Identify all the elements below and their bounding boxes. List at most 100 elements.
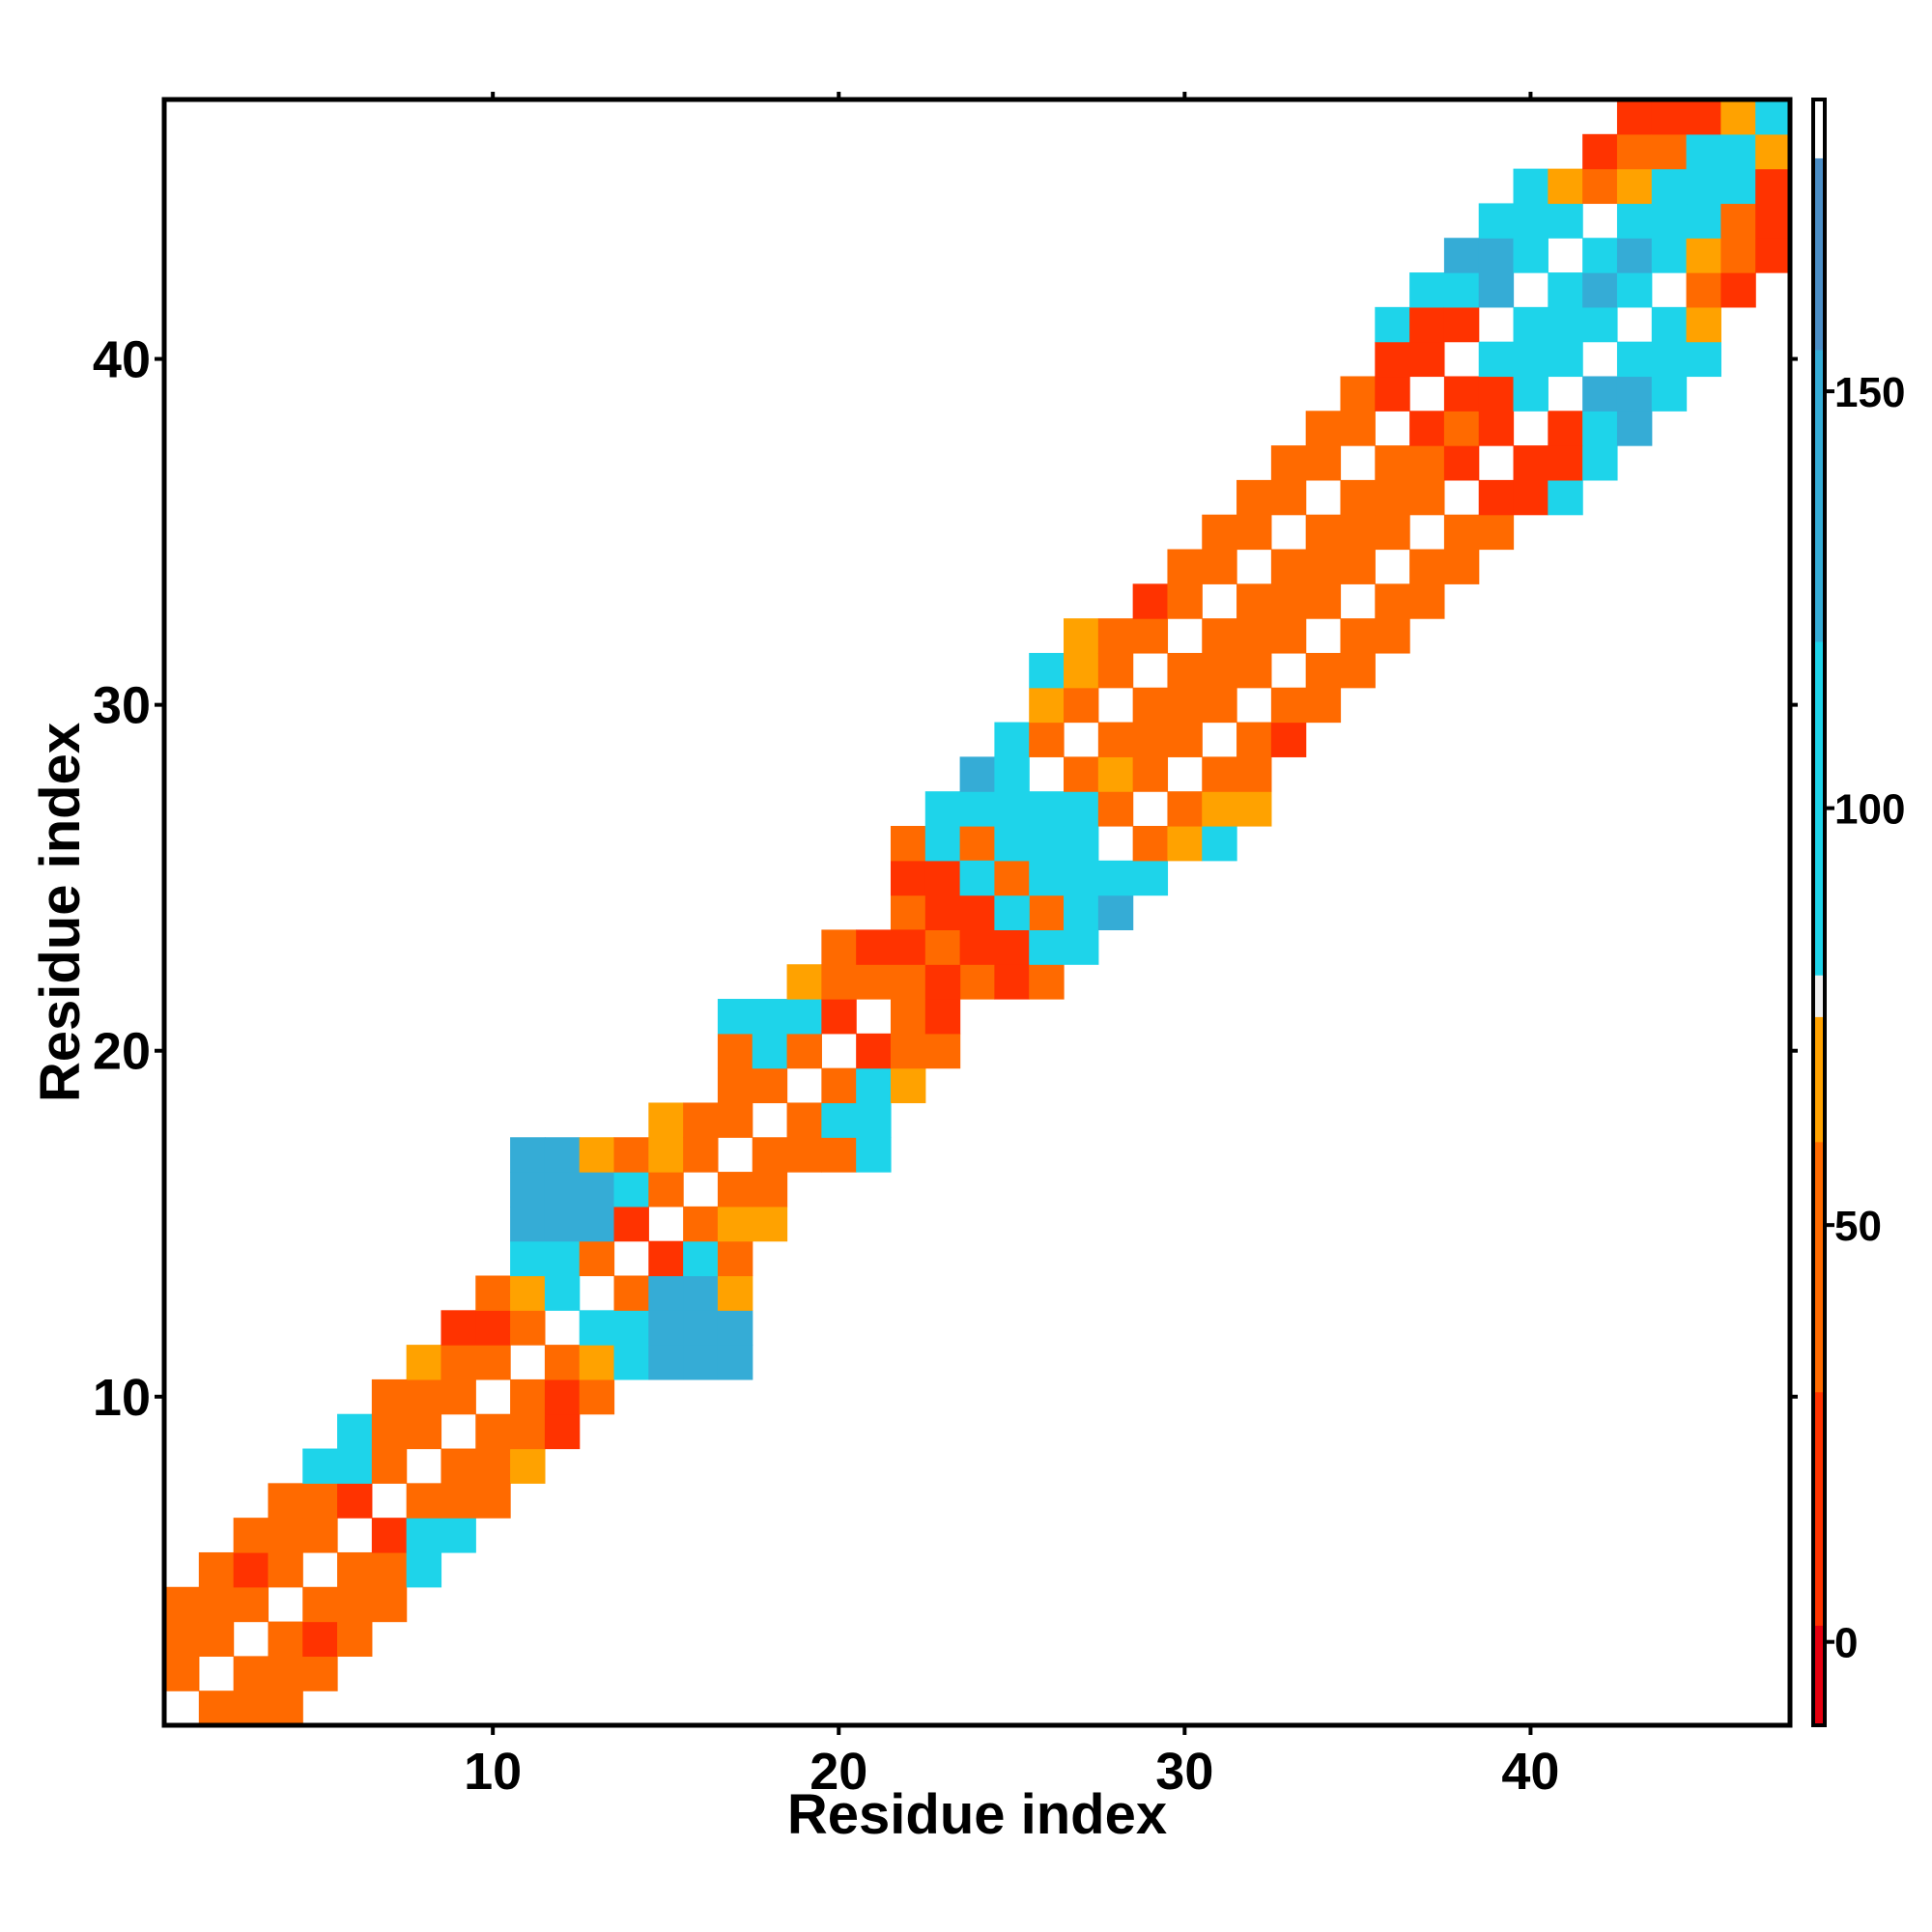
heatmap-cell	[994, 791, 1030, 827]
heatmap-cell	[994, 929, 1030, 965]
heatmap-cell	[1202, 791, 1237, 827]
heatmap-cell	[717, 1067, 753, 1104]
heatmap-cell	[475, 1275, 511, 1311]
heatmap-cell	[1686, 272, 1721, 308]
heatmap-cell	[302, 1621, 338, 1657]
heatmap-cell	[198, 1690, 235, 1726]
heatmap-cell	[1202, 618, 1237, 654]
heatmap-cell	[1202, 687, 1237, 724]
heatmap-cell	[475, 1413, 511, 1450]
heatmap-cell	[406, 1483, 442, 1519]
heatmap-cell	[440, 1448, 476, 1484]
heatmap-cell	[1132, 825, 1169, 862]
heatmap-cell	[717, 1310, 753, 1346]
heatmap-cell	[1548, 306, 1583, 343]
heatmap-cell	[302, 1448, 338, 1484]
heatmap-cell	[1340, 376, 1376, 412]
heatmap-cell	[1064, 756, 1099, 792]
heatmap-cell	[268, 1551, 303, 1588]
heatmap-cell	[786, 1102, 822, 1138]
heatmap-cell	[683, 1102, 719, 1138]
y-axis-ticks: 10 20 30 40	[93, 331, 1798, 1427]
x-axis-title: Residue index	[787, 1783, 1167, 1846]
heatmap-cell	[1478, 341, 1515, 378]
heatmap-cell	[613, 1206, 649, 1242]
heatmap-cell	[856, 1067, 892, 1104]
heatmap-cell	[1582, 168, 1618, 205]
heatmap-cell	[1064, 687, 1099, 724]
heatmap-cell	[1616, 203, 1653, 239]
heatmap-cell	[544, 1240, 581, 1277]
heatmap-cell	[1064, 618, 1099, 654]
heatmap-cell	[1132, 756, 1169, 792]
heatmap-cell	[924, 999, 961, 1035]
heatmap-cell	[164, 1621, 200, 1657]
heatmap-cell	[337, 1621, 373, 1657]
heatmap-cell	[198, 1551, 235, 1588]
heatmap-cell	[613, 1345, 649, 1380]
heatmap-cell	[1720, 238, 1756, 273]
heatmap-cell	[994, 860, 1030, 896]
heatmap-cell	[1651, 99, 1688, 135]
heatmap-cell	[1720, 133, 1756, 170]
heatmap-cell	[164, 1586, 200, 1623]
heatmap-cell	[613, 1275, 649, 1311]
heatmap-cell	[1616, 272, 1653, 308]
heatmap-cell	[1340, 618, 1376, 654]
heatmap-cell	[1097, 895, 1134, 931]
heatmap-cell	[164, 1656, 200, 1691]
heatmap-cell	[821, 1137, 857, 1173]
colorbar-segment	[1813, 641, 1825, 976]
heatmap-cell	[1513, 479, 1548, 516]
heatmap-cell	[475, 1310, 511, 1346]
heatmap-cells	[164, 99, 1791, 1726]
heatmap-cell	[856, 1033, 892, 1069]
heatmap-cell	[683, 1240, 719, 1277]
heatmap-cell	[1755, 99, 1791, 135]
heatmap-cell	[1478, 272, 1515, 308]
heatmap-cell	[1686, 341, 1721, 378]
heatmap-cell	[1305, 549, 1342, 584]
heatmap-cell	[1582, 133, 1618, 170]
heatmap-cell	[1029, 825, 1065, 862]
heatmap-cell	[1443, 272, 1480, 308]
heatmap-cell	[994, 756, 1030, 792]
heatmap-cell	[302, 1656, 338, 1691]
heatmap-cell	[1720, 203, 1756, 239]
heatmap-cell	[1548, 341, 1583, 378]
heatmap-cell	[683, 1275, 719, 1311]
heatmap-cell	[579, 1137, 615, 1173]
heatmap-cell	[717, 1102, 753, 1138]
heatmap-cell	[1167, 722, 1203, 757]
heatmap-cell	[890, 999, 926, 1035]
heatmap-cell	[1443, 411, 1480, 446]
heatmap-cell	[613, 1137, 649, 1173]
heatmap-cell	[1513, 376, 1548, 412]
heatmap-cell	[959, 895, 996, 931]
heatmap-cell	[786, 1033, 822, 1069]
heatmap-cell	[1513, 341, 1548, 378]
heatmap-cell	[268, 1690, 303, 1726]
heatmap-cell	[856, 1137, 892, 1173]
colorbar-segment	[1813, 1625, 1825, 1726]
heatmap-cell	[1375, 583, 1410, 619]
heatmap-cell	[1340, 479, 1376, 516]
heatmap-cell	[1686, 99, 1721, 135]
heatmap-cell	[821, 1102, 857, 1138]
heatmap-cell	[994, 722, 1030, 757]
heatmap-cell	[648, 1102, 684, 1138]
heatmap-cell	[959, 929, 996, 965]
heatmap-cell	[924, 860, 961, 896]
heatmap-cell	[648, 1345, 684, 1380]
heatmap-cell	[1064, 895, 1099, 931]
heatmap-cell	[1409, 549, 1445, 584]
heatmap-cell	[1132, 722, 1169, 757]
heatmap-cell	[371, 1448, 408, 1484]
heatmap-cell	[1616, 376, 1653, 412]
heatmap-cell	[1409, 411, 1445, 446]
heatmap-cell	[648, 1310, 684, 1346]
heatmap-cell	[1340, 514, 1376, 551]
heatmap-cell	[959, 964, 996, 1000]
heatmap-cell	[268, 1656, 303, 1691]
heatmap-cell	[1513, 203, 1548, 239]
